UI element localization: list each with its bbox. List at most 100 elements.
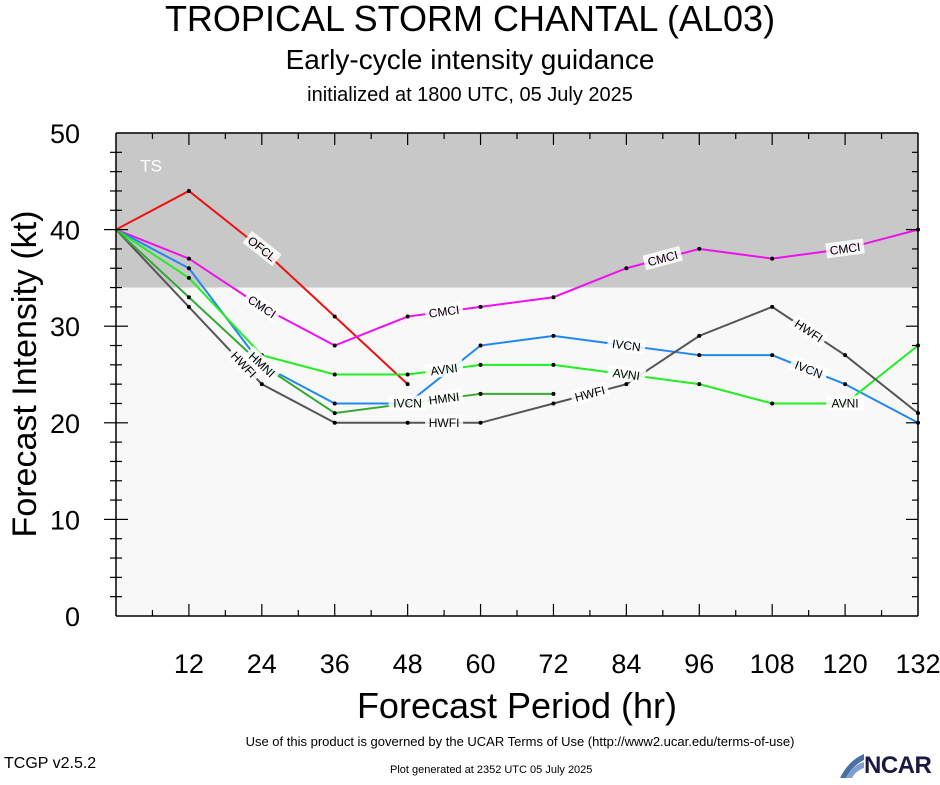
- series-line-ivcn: [115, 228, 919, 424]
- y-tick-label-30: 30: [50, 312, 80, 342]
- x-tick-label-132: 132: [895, 649, 940, 679]
- x-tick-label-60: 60: [466, 649, 496, 679]
- y-tick-label-40: 40: [50, 216, 80, 246]
- series-label-bg: [569, 381, 611, 406]
- series-label-bg: [425, 414, 464, 430]
- point-hwfi-48: [405, 420, 410, 425]
- point-hwfi-12: [186, 304, 191, 309]
- point-hmni-12: [186, 295, 191, 300]
- x-tick-label-24: 24: [247, 649, 277, 679]
- series-label-text-hmni: HMNI: [428, 390, 460, 408]
- series-label-cmci-120: CMCI: [825, 238, 865, 259]
- generated-timestamp: Plot generated at 2352 UTC 05 July 2025: [390, 764, 593, 776]
- point-hmni-60: [478, 391, 483, 396]
- series-label-bg: [606, 335, 647, 355]
- x-tick-label-84: 84: [611, 649, 641, 679]
- series-label-bg: [606, 364, 647, 384]
- point-cmci-48: [405, 314, 410, 319]
- point-cmci-96: [697, 246, 702, 251]
- series-label-bg: [388, 395, 427, 411]
- y-tick-label-50: 50: [50, 119, 80, 149]
- initialization-time: initialized at 1800 UTC, 05 July 2025: [307, 84, 633, 106]
- band-label-ts: TS: [140, 157, 162, 176]
- point-cmci-108: [770, 256, 775, 261]
- intensity-band-1: [116, 287, 918, 616]
- series-label-text-cmci: CMCI: [829, 240, 861, 258]
- point-cmci-84: [624, 266, 629, 271]
- series-label-avni-120: AVNI: [826, 395, 865, 411]
- point-ivcn-60: [478, 343, 483, 348]
- series-label-text-ivcn: IVCN: [393, 396, 422, 410]
- point-avni-12: [186, 275, 191, 280]
- ncar-logo-text: NCAR: [864, 752, 932, 779]
- series-label-text-hwfi: HWFI: [429, 416, 460, 430]
- series-label-text-cmci: CMCI: [428, 303, 460, 321]
- series-label-hwfi-54: HWFI: [425, 414, 464, 430]
- point-ivcn-72: [551, 333, 556, 338]
- y-axis-label: Forecast Intensity (kt): [6, 211, 44, 538]
- series-label-text-avni: AVNI: [612, 366, 641, 383]
- series-label-text-avni: AVNI: [832, 396, 859, 410]
- series-label-cmci-54: CMCI: [424, 301, 464, 322]
- y-tick-label-10: 10: [50, 505, 80, 535]
- point-hwfi-96: [697, 333, 702, 338]
- point-ivcn-12: [186, 266, 191, 271]
- point-avni-72: [551, 362, 556, 367]
- point-avni-108: [770, 401, 775, 406]
- series-label-bg: [424, 301, 464, 322]
- point-cmci-72: [551, 295, 556, 300]
- point-avni-36: [332, 372, 337, 377]
- point-hwfi-108: [770, 304, 775, 309]
- intensity-band-0: [116, 133, 918, 288]
- y-tick-label-20: 20: [50, 409, 80, 439]
- series-label-ivcn-84: IVCN: [606, 335, 647, 355]
- point-hmni-72: [551, 391, 556, 396]
- x-tick-label-72: 72: [538, 649, 568, 679]
- point-avni-48: [405, 372, 410, 377]
- point-hwfi-84: [624, 382, 629, 387]
- point-ivcn-36: [332, 401, 337, 406]
- series-label-bg: [242, 289, 283, 324]
- ncar-logo-swoosh-icon: [840, 754, 864, 778]
- point-ofcl-48: [405, 382, 410, 387]
- point-ivcn-96: [697, 353, 702, 358]
- series-label-bg: [826, 395, 865, 411]
- point-hwfi-36: [332, 420, 337, 425]
- x-tick-label-12: 12: [174, 649, 204, 679]
- series-label-bg: [242, 230, 282, 267]
- point-hwfi-24: [259, 382, 264, 387]
- series-line-avni: [115, 228, 919, 405]
- point-hwfi-72: [551, 401, 556, 406]
- x-tick-label-120: 120: [823, 649, 868, 679]
- chart-title: TROPICAL STORM CHANTAL (AL03): [164, 0, 776, 39]
- series-label-avni-84: AVNI: [606, 364, 647, 384]
- series-label-bg: [243, 346, 282, 383]
- series-label-ivcn-48: IVCN: [388, 395, 427, 411]
- series-label-hmni-54: HMNI: [424, 388, 464, 409]
- ncar-logo: NCAR: [838, 752, 940, 780]
- point-ivcn-108: [770, 353, 775, 358]
- series-label-text-ivcn: IVCN: [611, 337, 641, 355]
- series-label-bg: [424, 359, 464, 380]
- point-cmci-36: [332, 343, 337, 348]
- y-tick-label-0: 0: [65, 602, 80, 632]
- series-label-bg: [424, 388, 464, 409]
- series-label-bg: [642, 245, 683, 271]
- point-cmci-12: [186, 256, 191, 261]
- point-hmni-36: [332, 411, 337, 416]
- point-ivcn-120: [843, 382, 848, 387]
- x-axis-label: Forecast Period (hr): [357, 685, 677, 726]
- x-tick-label-48: 48: [393, 649, 423, 679]
- x-tick-label-96: 96: [684, 649, 714, 679]
- version-label: TCGP v2.5.2: [4, 755, 97, 772]
- series-label-bg: [788, 355, 830, 384]
- point-avni-60: [478, 362, 483, 367]
- series-label-text-avni: AVNI: [430, 361, 459, 378]
- series-label-bg: [825, 238, 865, 259]
- point-ofcl-36: [332, 314, 337, 319]
- x-tick-label-108: 108: [750, 649, 795, 679]
- series-label-avni-54: AVNI: [424, 359, 464, 380]
- terms-of-use-notice: Use of this product is governed by the U…: [245, 734, 795, 749]
- point-ofcl-12: [186, 188, 191, 193]
- series-label-bg: [225, 345, 263, 384]
